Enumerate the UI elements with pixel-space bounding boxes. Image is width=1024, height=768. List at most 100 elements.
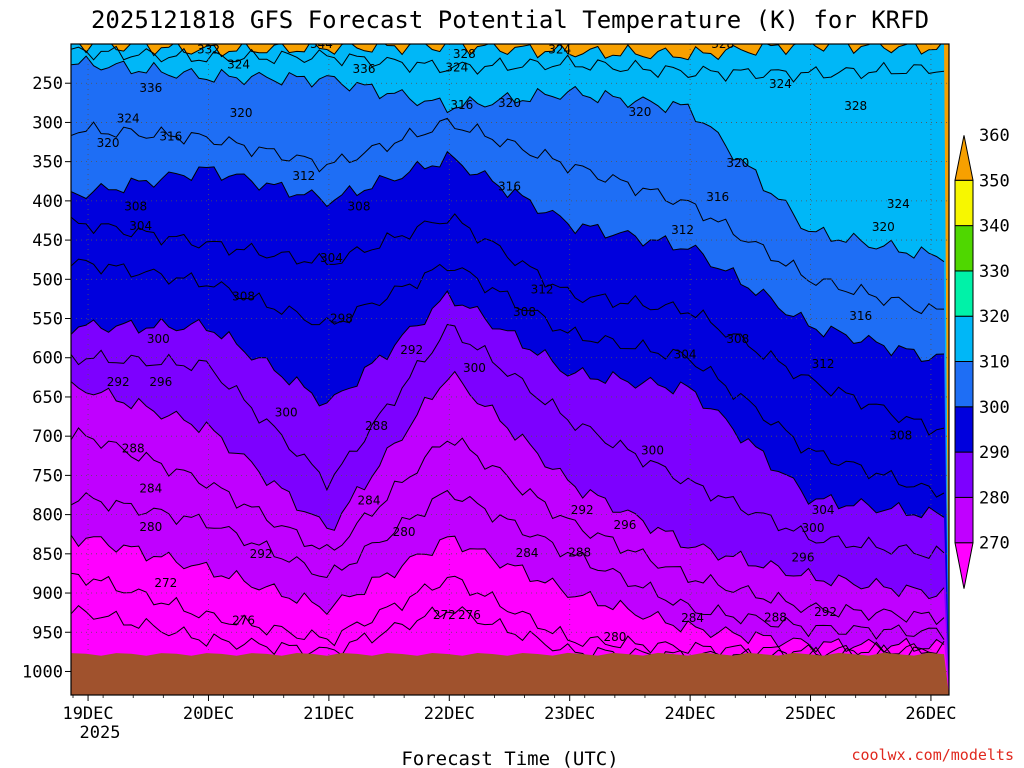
colorbar-label: 350	[979, 171, 1010, 191]
contour-label: 288	[365, 419, 388, 433]
contour-lines	[71, 44, 945, 665]
contour-label: 300	[641, 443, 664, 457]
colorbar-segment	[954, 179, 974, 227]
contour-line	[71, 323, 945, 560]
chart-title: 2025121818 GFS Forecast Potential Temper…	[91, 6, 929, 34]
colorbar-label: 320	[979, 307, 1010, 327]
contour-label: 320	[726, 156, 749, 170]
contour-label: 288	[122, 442, 145, 456]
colorbar-segment	[954, 315, 974, 363]
contour-label: 316	[706, 190, 729, 204]
contour-label: 316	[498, 180, 521, 194]
colorbar-segment	[954, 225, 974, 272]
contour-label: 304	[129, 219, 152, 233]
contour-label: 336	[139, 81, 162, 95]
y-tick-label: 600	[32, 349, 63, 369]
contour-label: 300	[463, 361, 486, 375]
contour-label: 308	[513, 305, 536, 319]
contour-label: 324	[227, 57, 250, 71]
credit-link[interactable]: coolwx.com/modelts	[851, 746, 1014, 764]
colorbar-label: 290	[979, 443, 1010, 463]
contour-label: 272	[433, 608, 456, 622]
contour-line	[71, 258, 945, 498]
contour-label: 280	[393, 525, 416, 539]
contour-label: 292	[400, 343, 423, 357]
contour-label: 316	[159, 130, 182, 144]
y-tick-label: 700	[32, 427, 63, 447]
x-axis-year: 2025	[80, 723, 121, 743]
contour-line	[71, 55, 945, 263]
contour-label: 308	[232, 290, 255, 304]
contour-label: 316	[450, 98, 473, 112]
contour-line	[71, 213, 945, 436]
contour-line	[71, 45, 945, 83]
x-tick-label: 19DEC	[62, 704, 113, 724]
colorbar: 270 280 290 300 310 320 330 340 350 360	[954, 126, 1010, 589]
plot-frame	[70, 43, 950, 696]
contour-line	[71, 150, 945, 362]
contour-line	[71, 534, 945, 653]
contour-label: 336	[353, 62, 376, 76]
colorbar-label: 330	[979, 262, 1010, 282]
contour-label: 308	[348, 199, 371, 213]
contour-label: 324	[548, 43, 571, 57]
contour-label: 308	[889, 428, 912, 442]
contour-label: 280	[603, 630, 626, 644]
contour-label: 328	[844, 99, 867, 113]
contour-label: 304	[320, 251, 343, 265]
contour-label: 328	[711, 37, 734, 51]
contour-label: 308	[726, 332, 749, 346]
contour-label: 292	[814, 605, 837, 619]
y-tick-label: 850	[32, 545, 63, 565]
contour-label: 308	[124, 199, 147, 213]
colorbar-segment	[954, 270, 974, 317]
contour-label: 276	[458, 608, 481, 622]
y-tick-label: 750	[32, 466, 63, 486]
y-tick-label: 800	[32, 506, 63, 526]
contour-label: 284	[681, 611, 704, 625]
y-tick-label: 950	[32, 623, 63, 643]
colorbar-high-arrow	[954, 135, 974, 181]
colorbar-segment	[954, 361, 974, 408]
contour-label: 320	[97, 136, 120, 150]
contour-label: 296	[792, 551, 815, 565]
y-tick-label: 250	[32, 74, 63, 94]
y-tick-label: 350	[32, 153, 63, 173]
contour-label: 320	[628, 105, 651, 119]
contour-label: 300	[802, 521, 825, 535]
colorbar-label: 310	[979, 353, 1010, 373]
y-tick-label: 300	[32, 113, 63, 133]
filled-contours	[71, 44, 949, 695]
x-tick-label: 22DEC	[424, 704, 475, 724]
contour-line	[71, 290, 945, 519]
contour-label: 320	[872, 220, 895, 234]
y-axis: 250 300 350 400 450 500 550 600 650 700 750 800 850 9…	[22, 74, 71, 682]
x-axis: 19DEC 20DEC 21DEC 22DEC 23DEC 24DEC 25DEC 26DEC	[62, 695, 957, 724]
contour-label: 324	[769, 77, 792, 91]
contour-label: 344	[310, 37, 333, 51]
contour-label: 300	[147, 332, 170, 346]
x-tick-label: 23DEC	[544, 704, 595, 724]
y-tick-label: 550	[32, 310, 63, 330]
contour-label: 292	[571, 503, 594, 517]
contour-label: 332	[197, 43, 220, 57]
y-tick-label: 900	[32, 584, 63, 604]
contour-label: 280	[139, 520, 162, 534]
contour-label: 328	[453, 47, 476, 61]
contour-label: 288	[568, 545, 591, 559]
contour-line	[71, 117, 945, 315]
contour-label: 300	[275, 406, 298, 420]
contour-label: 320	[498, 96, 521, 110]
y-tick-label: 500	[32, 270, 63, 290]
contour-label: 292	[107, 375, 130, 389]
x-tick-label: 26DEC	[905, 704, 956, 724]
contour-label: 298	[330, 312, 353, 326]
contour-label: 288	[764, 610, 787, 624]
contour-label: 276	[232, 614, 255, 628]
colorbar-label: 270	[979, 534, 1010, 554]
contour-label: 312	[531, 283, 554, 297]
contour-label: 312	[671, 223, 694, 237]
colorbar-label: 300	[979, 398, 1010, 418]
colorbar-low-arrow	[954, 542, 974, 589]
